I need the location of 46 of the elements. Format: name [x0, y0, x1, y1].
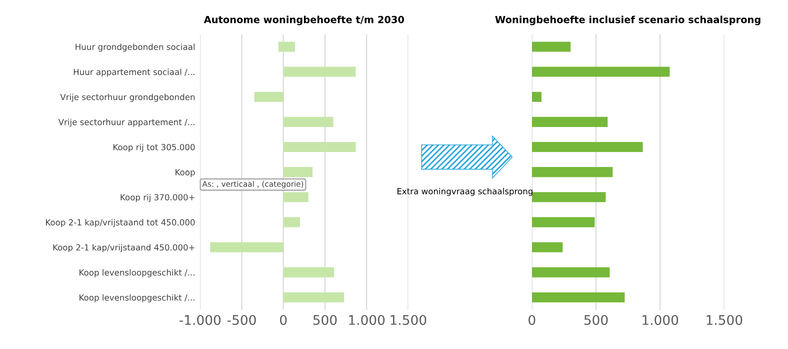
y-tick-label: Huur grondgebonden sociaal	[76, 44, 195, 52]
bar	[283, 167, 312, 178]
x-tick-label: 1.000	[642, 315, 678, 325]
y-tick-label: Koop rij tot 305.000	[113, 144, 195, 152]
bar	[532, 92, 542, 102]
x-tick-label: -1.000	[180, 315, 221, 325]
chart-title: Autonome woningbehoefte t/m 2030	[204, 16, 404, 26]
bar	[210, 242, 284, 252]
bar	[532, 167, 613, 178]
y-tick-label: Koop	[176, 169, 195, 177]
bar	[532, 66, 670, 77]
bar	[532, 267, 610, 278]
bar	[532, 217, 595, 228]
x-tick-label: 500	[584, 315, 608, 325]
bar	[532, 292, 625, 302]
x-tick-label: 0	[280, 315, 287, 325]
y-tick-label: Huur appartement sociaal /...	[74, 68, 194, 77]
x-tick-label: 1.500	[390, 315, 426, 325]
y-tick-label: Vrije sectorhuur grondgebonden	[60, 94, 195, 102]
bar	[278, 42, 296, 52]
y-tick-label: Koop 2-1 kap/vrijstaand tot 450.000	[46, 219, 195, 228]
x-tick-label: 1.500	[706, 315, 742, 325]
bar	[532, 142, 643, 152]
bar	[532, 42, 571, 52]
y-tick-label: Koop levensloopgeschikt /...	[80, 269, 194, 278]
y-tick-label: Koop rij 370.000+	[120, 194, 194, 202]
bar	[254, 92, 284, 102]
bar	[283, 192, 308, 202]
bar	[283, 142, 356, 152]
bar	[532, 192, 606, 202]
bar	[532, 116, 608, 127]
x-tick-label: -500	[227, 315, 256, 325]
y-tick-label: Koop levensloopgeschikt /...	[80, 294, 194, 302]
bar	[283, 217, 300, 228]
x-tick-label: 500	[313, 315, 337, 325]
x-tick-label: 0	[528, 315, 536, 325]
chart-title: Woningbehoefte inclusief scenario schaalsprong	[495, 16, 760, 26]
x-tick-label: 1.000	[349, 315, 385, 325]
bar	[283, 267, 334, 278]
bar	[283, 292, 344, 302]
bar	[283, 66, 356, 77]
bar	[283, 116, 334, 127]
y-tick-label: Koop 2-1 kap/vrijstaand 450.000+	[53, 244, 194, 252]
y-tick-label: Vrije sectorhuur appartement /...	[58, 118, 194, 127]
annotation: Extra woningvraag schaalsprong	[397, 188, 532, 196]
bar	[532, 242, 563, 252]
